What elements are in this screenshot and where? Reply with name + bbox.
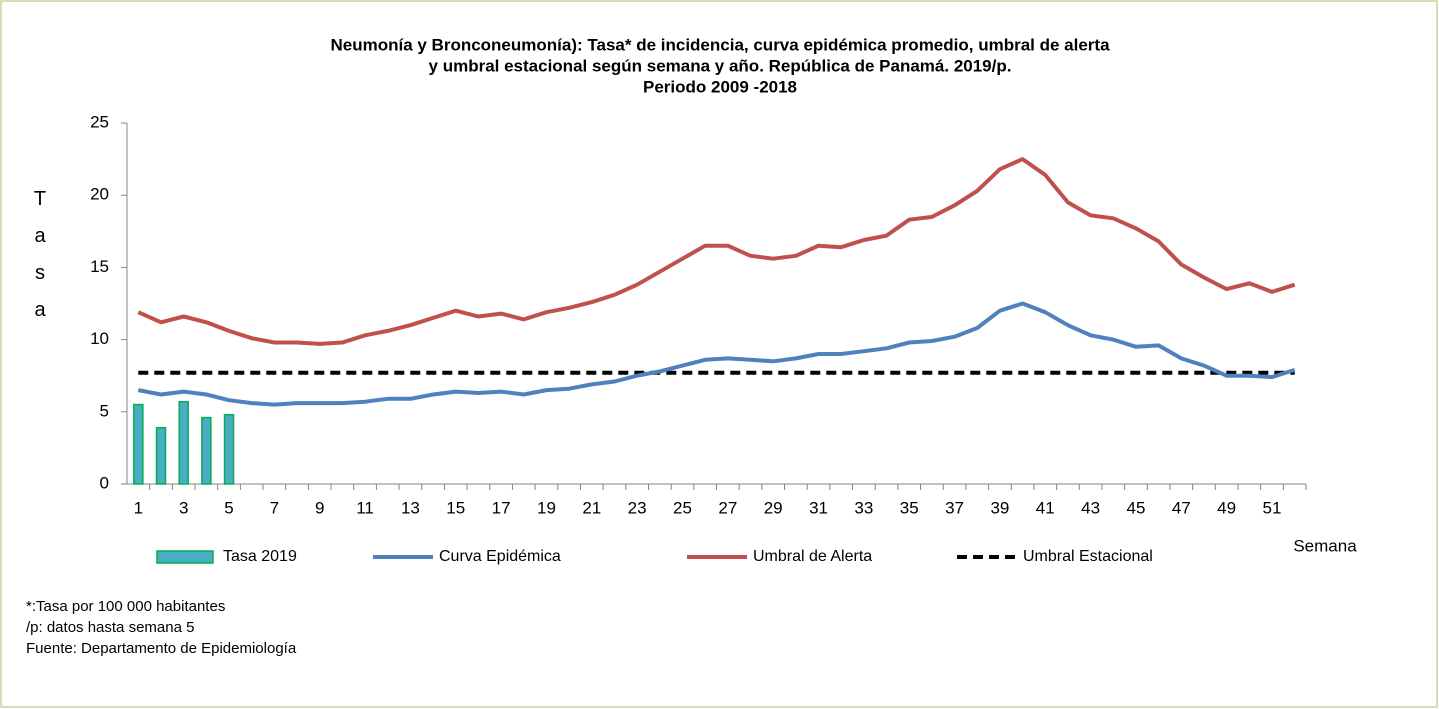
bar <box>223 413 235 485</box>
y-tick-label: 25 <box>90 112 109 131</box>
x-tick-label: 25 <box>673 498 692 517</box>
legend-label: Tasa 2019 <box>223 548 297 565</box>
x-axis-label: Semana <box>1293 536 1357 555</box>
x-tick-label: 41 <box>1036 498 1055 517</box>
y-tick-label: 0 <box>100 473 109 492</box>
legend-label: Curva Epidémica <box>439 548 561 565</box>
legend-swatch <box>156 550 214 564</box>
y-tick-label: 15 <box>90 257 109 276</box>
x-tick-label: 33 <box>854 498 873 517</box>
x-tick-label: 35 <box>900 498 919 517</box>
x-tick-label: 5 <box>224 498 233 517</box>
x-tick-label: 23 <box>628 498 647 517</box>
x-tick-label: 27 <box>718 498 737 517</box>
x-tick-label: 45 <box>1126 498 1145 517</box>
x-tick-label: 17 <box>492 498 511 517</box>
chart-title: y umbral estacional según semana y año. … <box>429 56 1012 75</box>
x-tick-label: 43 <box>1081 498 1100 517</box>
x-tick-label: 39 <box>990 498 1009 517</box>
x-tick-label: 13 <box>401 498 420 517</box>
x-tick-label: 47 <box>1172 498 1191 517</box>
x-tick-label: 51 <box>1263 498 1282 517</box>
x-tick-label: 1 <box>134 498 143 517</box>
chart-title: Periodo 2009 -2018 <box>643 77 797 96</box>
y-tick-label: 5 <box>100 401 109 420</box>
y-tick-label: 20 <box>90 185 109 204</box>
footnote: Fuente: Departamento de Epidemiología <box>26 640 297 657</box>
x-tick-label: 49 <box>1217 498 1236 517</box>
x-tick-label: 31 <box>809 498 828 517</box>
bar <box>155 426 167 485</box>
x-tick-label: 9 <box>315 498 324 517</box>
x-tick-label: 3 <box>179 498 188 517</box>
footnote: /p: datos hasta semana 5 <box>26 619 194 636</box>
bar <box>133 403 144 485</box>
bar <box>178 400 189 485</box>
x-tick-label: 37 <box>945 498 964 517</box>
x-tick-label: 29 <box>764 498 783 517</box>
x-tick-label: 7 <box>270 498 279 517</box>
line <box>137 157 1296 346</box>
y-tick-label: 10 <box>90 329 109 348</box>
bar <box>201 416 212 485</box>
chart-title: Neumonía y Bronconeumonía): Tasa* de inc… <box>330 35 1110 54</box>
x-tick-label: 19 <box>537 498 556 517</box>
line <box>137 301 1296 407</box>
footnote: *:Tasa por 100 000 habitantes <box>26 598 225 615</box>
legend-label: Umbral de Alerta <box>753 548 872 565</box>
x-tick-label: 21 <box>582 498 601 517</box>
x-tick-label: 11 <box>356 498 374 517</box>
legend-label: Umbral Estacional <box>1023 548 1153 565</box>
x-tick-label: 15 <box>446 498 465 517</box>
